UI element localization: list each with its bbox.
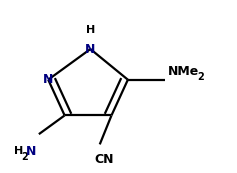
Text: N: N bbox=[26, 145, 36, 158]
Text: H: H bbox=[14, 146, 23, 156]
Text: 2: 2 bbox=[197, 72, 204, 82]
Text: 2: 2 bbox=[21, 152, 28, 162]
Text: N: N bbox=[43, 73, 53, 86]
Text: CN: CN bbox=[95, 153, 114, 166]
Text: NMe: NMe bbox=[168, 65, 199, 78]
Text: H: H bbox=[86, 25, 95, 35]
Text: N: N bbox=[85, 43, 96, 56]
